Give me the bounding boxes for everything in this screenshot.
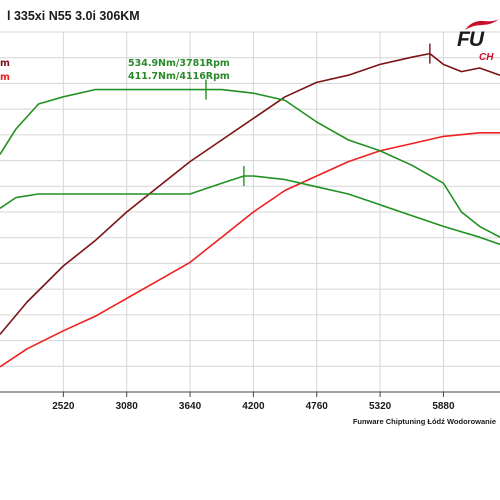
x-tick-label: 3640 — [179, 401, 202, 412]
x-tick-label: 4200 — [242, 401, 265, 412]
stock-power-left-label: m — [0, 72, 10, 83]
tuned-torque-annotation: 534.9Nm/3781Rpm — [128, 58, 230, 69]
x-tick-label: 4760 — [306, 401, 329, 412]
logo-subtext: CH — [479, 52, 494, 62]
x-tick-label: 3080 — [116, 401, 139, 412]
stock-power-line — [0, 132, 500, 368]
grid-layer — [0, 31, 500, 393]
logo-swoosh-icon — [465, 19, 499, 30]
x-tick-label: 5320 — [369, 401, 392, 412]
marker-layer — [205, 43, 431, 186]
tuned-power-line — [0, 52, 500, 335]
tuned-torque-line — [0, 88, 500, 238]
x-tick-label: 2520 — [52, 401, 75, 412]
chart-title: l 335xi N55 3.0i 306KM — [7, 9, 140, 23]
tuned-power-left-label: m — [0, 58, 10, 69]
stock-torque-annotation: 411.7Nm/4116Rpm — [128, 71, 230, 82]
x-tick-label: 5880 — [432, 401, 455, 412]
axis-layer: 2520 3080 3640 4200 4760 5320 5880 — [0, 391, 500, 412]
series-layer — [0, 52, 500, 368]
funware-logo: FU CH — [452, 10, 500, 62]
logo-text: FU — [457, 28, 484, 51]
credit-text: Funware Chiptuning Łódź Wodorowanie — [352, 417, 496, 426]
